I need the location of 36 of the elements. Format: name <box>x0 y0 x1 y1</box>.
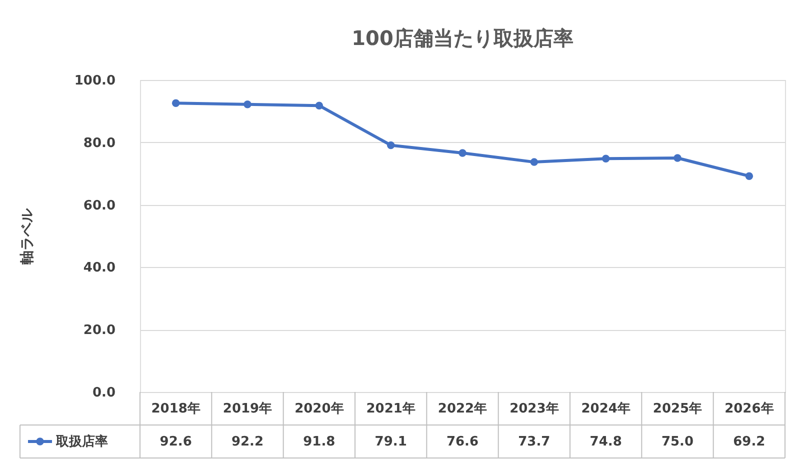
point <box>172 99 180 107</box>
x-tick-label: 2024年 <box>581 402 630 416</box>
data-label: 92.6 <box>160 434 192 450</box>
data-label: 92.2 <box>231 434 264 450</box>
x-tick-label: 2025年 <box>652 402 702 416</box>
point <box>530 158 538 166</box>
point <box>745 172 754 180</box>
x-tick-label: 2022年 <box>438 402 488 416</box>
y-tick-label: 100.0 <box>74 74 116 88</box>
data-label: 73.7 <box>518 434 550 450</box>
y-axis-title: 軸ラベル <box>19 208 36 266</box>
y-tick-label: 60.0 <box>83 198 116 214</box>
data-label: 75.0 <box>661 434 694 450</box>
point <box>386 141 395 150</box>
data-label: 76.6 <box>446 434 479 450</box>
point <box>458 149 466 157</box>
point <box>315 102 324 110</box>
point <box>244 100 252 108</box>
point <box>602 154 610 162</box>
data-label: 79.1 <box>374 434 407 450</box>
y-tick-label: 40.0 <box>83 260 116 276</box>
point <box>674 154 682 162</box>
x-tick-label: 2020年 <box>294 402 344 416</box>
data-label: 91.8 <box>303 434 336 450</box>
data-label: 69.2 <box>733 434 766 450</box>
x-tick-label: 2018年 <box>151 402 200 416</box>
chart-title: 100店舗当たり取扱店率 <box>352 26 574 50</box>
legend-label: 取扱店率 <box>55 434 108 450</box>
x-tick-label: 2021年 <box>366 402 416 416</box>
y-tick-label: 80.0 <box>83 136 116 151</box>
x-tick-label: 2019年 <box>222 402 272 416</box>
x-tick-label: 2023年 <box>510 402 559 416</box>
y-tick-label: 0.0 <box>92 386 116 400</box>
x-tick-label: 2026年 <box>724 402 774 416</box>
data-label: 74.8 <box>590 434 622 450</box>
y-tick-label: 20.0 <box>83 323 116 338</box>
